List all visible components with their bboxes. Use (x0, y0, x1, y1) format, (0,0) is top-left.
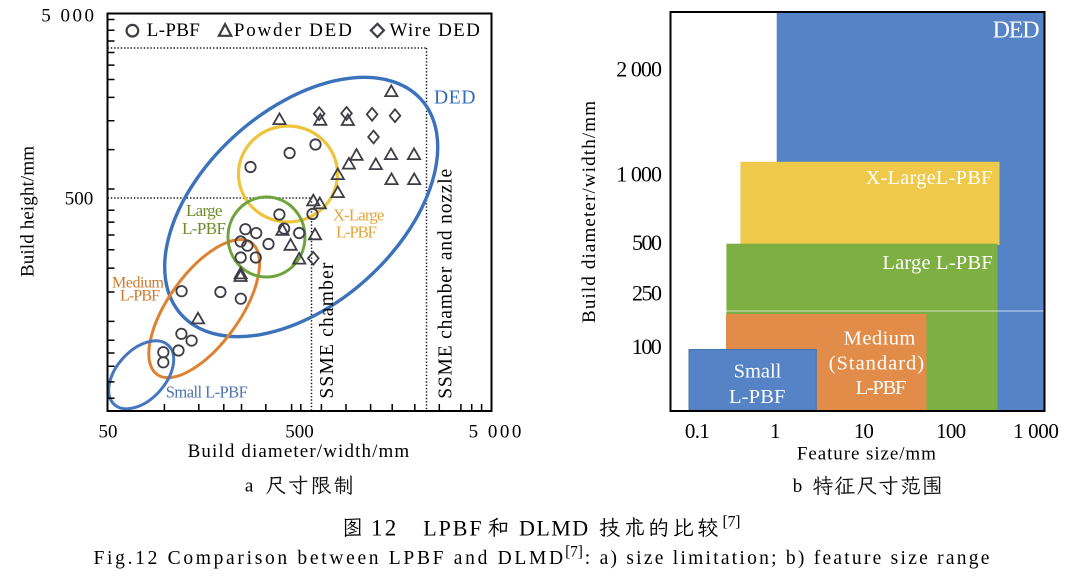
svg-text:L-PBF: L-PBF (182, 219, 226, 238)
svg-text:L-PBF: L-PBF (120, 288, 160, 305)
svg-text:L-PBF: L-PBF (856, 377, 907, 399)
svg-text:500: 500 (285, 421, 314, 442)
svg-text:[7]: [7] (565, 544, 583, 561)
svg-text:L-PBF: L-PBF (147, 20, 200, 41)
svg-text:500: 500 (65, 188, 94, 209)
svg-text:1: 1 (770, 419, 781, 443)
svg-text:Small: Small (734, 361, 782, 383)
svg-text:Build diameter/width/mm: Build diameter/width/mm (579, 101, 600, 323)
svg-text:[7]: [7] (723, 514, 741, 531)
svg-text:Wire DED: Wire DED (390, 20, 480, 41)
svg-text:Feature size/mm: Feature size/mm (797, 443, 936, 464)
svg-text:100: 100 (936, 419, 966, 443)
svg-text:1 000: 1 000 (616, 162, 662, 187)
svg-text:250: 250 (632, 281, 662, 306)
svg-text:DED: DED (993, 18, 1040, 44)
svg-text:b: b (793, 476, 803, 497)
svg-text:Build diameter/width/mm: Build diameter/width/mm (188, 441, 410, 462)
svg-text:Medium: Medium (844, 328, 916, 350)
svg-text:0.1: 0.1 (685, 419, 710, 443)
svg-text:(Standard): (Standard) (829, 353, 924, 375)
svg-text:L-PBF: L-PBF (336, 223, 377, 242)
svg-text:DED: DED (434, 87, 476, 108)
svg-text:500: 500 (632, 230, 662, 255)
svg-text:5 000: 5 000 (41, 6, 94, 27)
svg-text:5 000: 5 000 (469, 421, 522, 442)
svg-text:Build height/mm: Build height/mm (18, 146, 39, 277)
svg-text:SSME chamber and nozzle: SSME chamber and nozzle (436, 169, 457, 399)
svg-text:X-LargeL-PBF: X-LargeL-PBF (866, 167, 992, 189)
svg-text:SSME chamber: SSME chamber (317, 262, 338, 399)
svg-text:L-PBF: L-PBF (729, 386, 786, 408)
svg-text:LPBF: LPBF (423, 516, 481, 541)
svg-text:Medium: Medium (112, 275, 165, 292)
svg-text:1 000: 1 000 (1013, 419, 1059, 443)
svg-text:100: 100 (632, 334, 662, 359)
svg-text:2 000: 2 000 (616, 57, 662, 82)
svg-text:Large L-PBF: Large L-PBF (882, 252, 992, 274)
svg-text:10: 10 (854, 419, 874, 443)
svg-text:a: a (245, 476, 254, 497)
svg-text:Small L-PBF: Small L-PBF (166, 383, 248, 402)
svg-text:X-Large: X-Large (333, 206, 385, 225)
svg-text:50: 50 (99, 421, 118, 442)
svg-text:Large: Large (186, 201, 223, 220)
svg-text:DLMD: DLMD (519, 516, 588, 541)
